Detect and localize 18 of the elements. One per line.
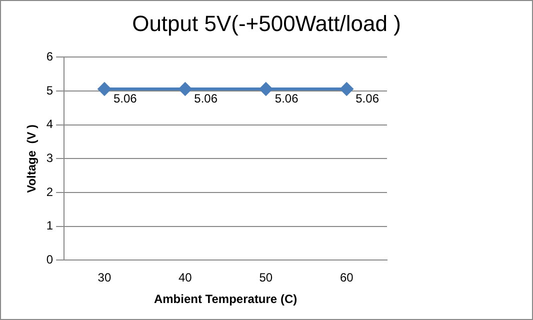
- y-axis-title: Voltage (V ): [24, 124, 39, 193]
- x-tick-label: 60: [340, 270, 354, 285]
- data-label: 5.06: [113, 91, 138, 106]
- data-label: 5.06: [356, 91, 380, 106]
- x-axis-title: Ambient Temperature (C): [154, 292, 298, 306]
- x-tick-label: 40: [178, 270, 192, 285]
- y-tick-label: 3: [46, 151, 54, 166]
- x-tick-label: 30: [98, 270, 112, 285]
- y-tick-label: 4: [46, 117, 54, 132]
- y-tick-label: 2: [46, 184, 54, 199]
- data-label: 5.06: [194, 91, 218, 106]
- y-tick-label: 1: [46, 218, 54, 233]
- y-tick-label: 6: [46, 50, 54, 64]
- y-tick-label: 0: [46, 252, 54, 267]
- chart-title: Output 5V(-+500Watt/load ): [131, 11, 402, 37]
- y-tick-label: 5: [46, 83, 54, 98]
- data-label: 5.06: [274, 91, 299, 106]
- x-tick-label: 50: [259, 270, 273, 285]
